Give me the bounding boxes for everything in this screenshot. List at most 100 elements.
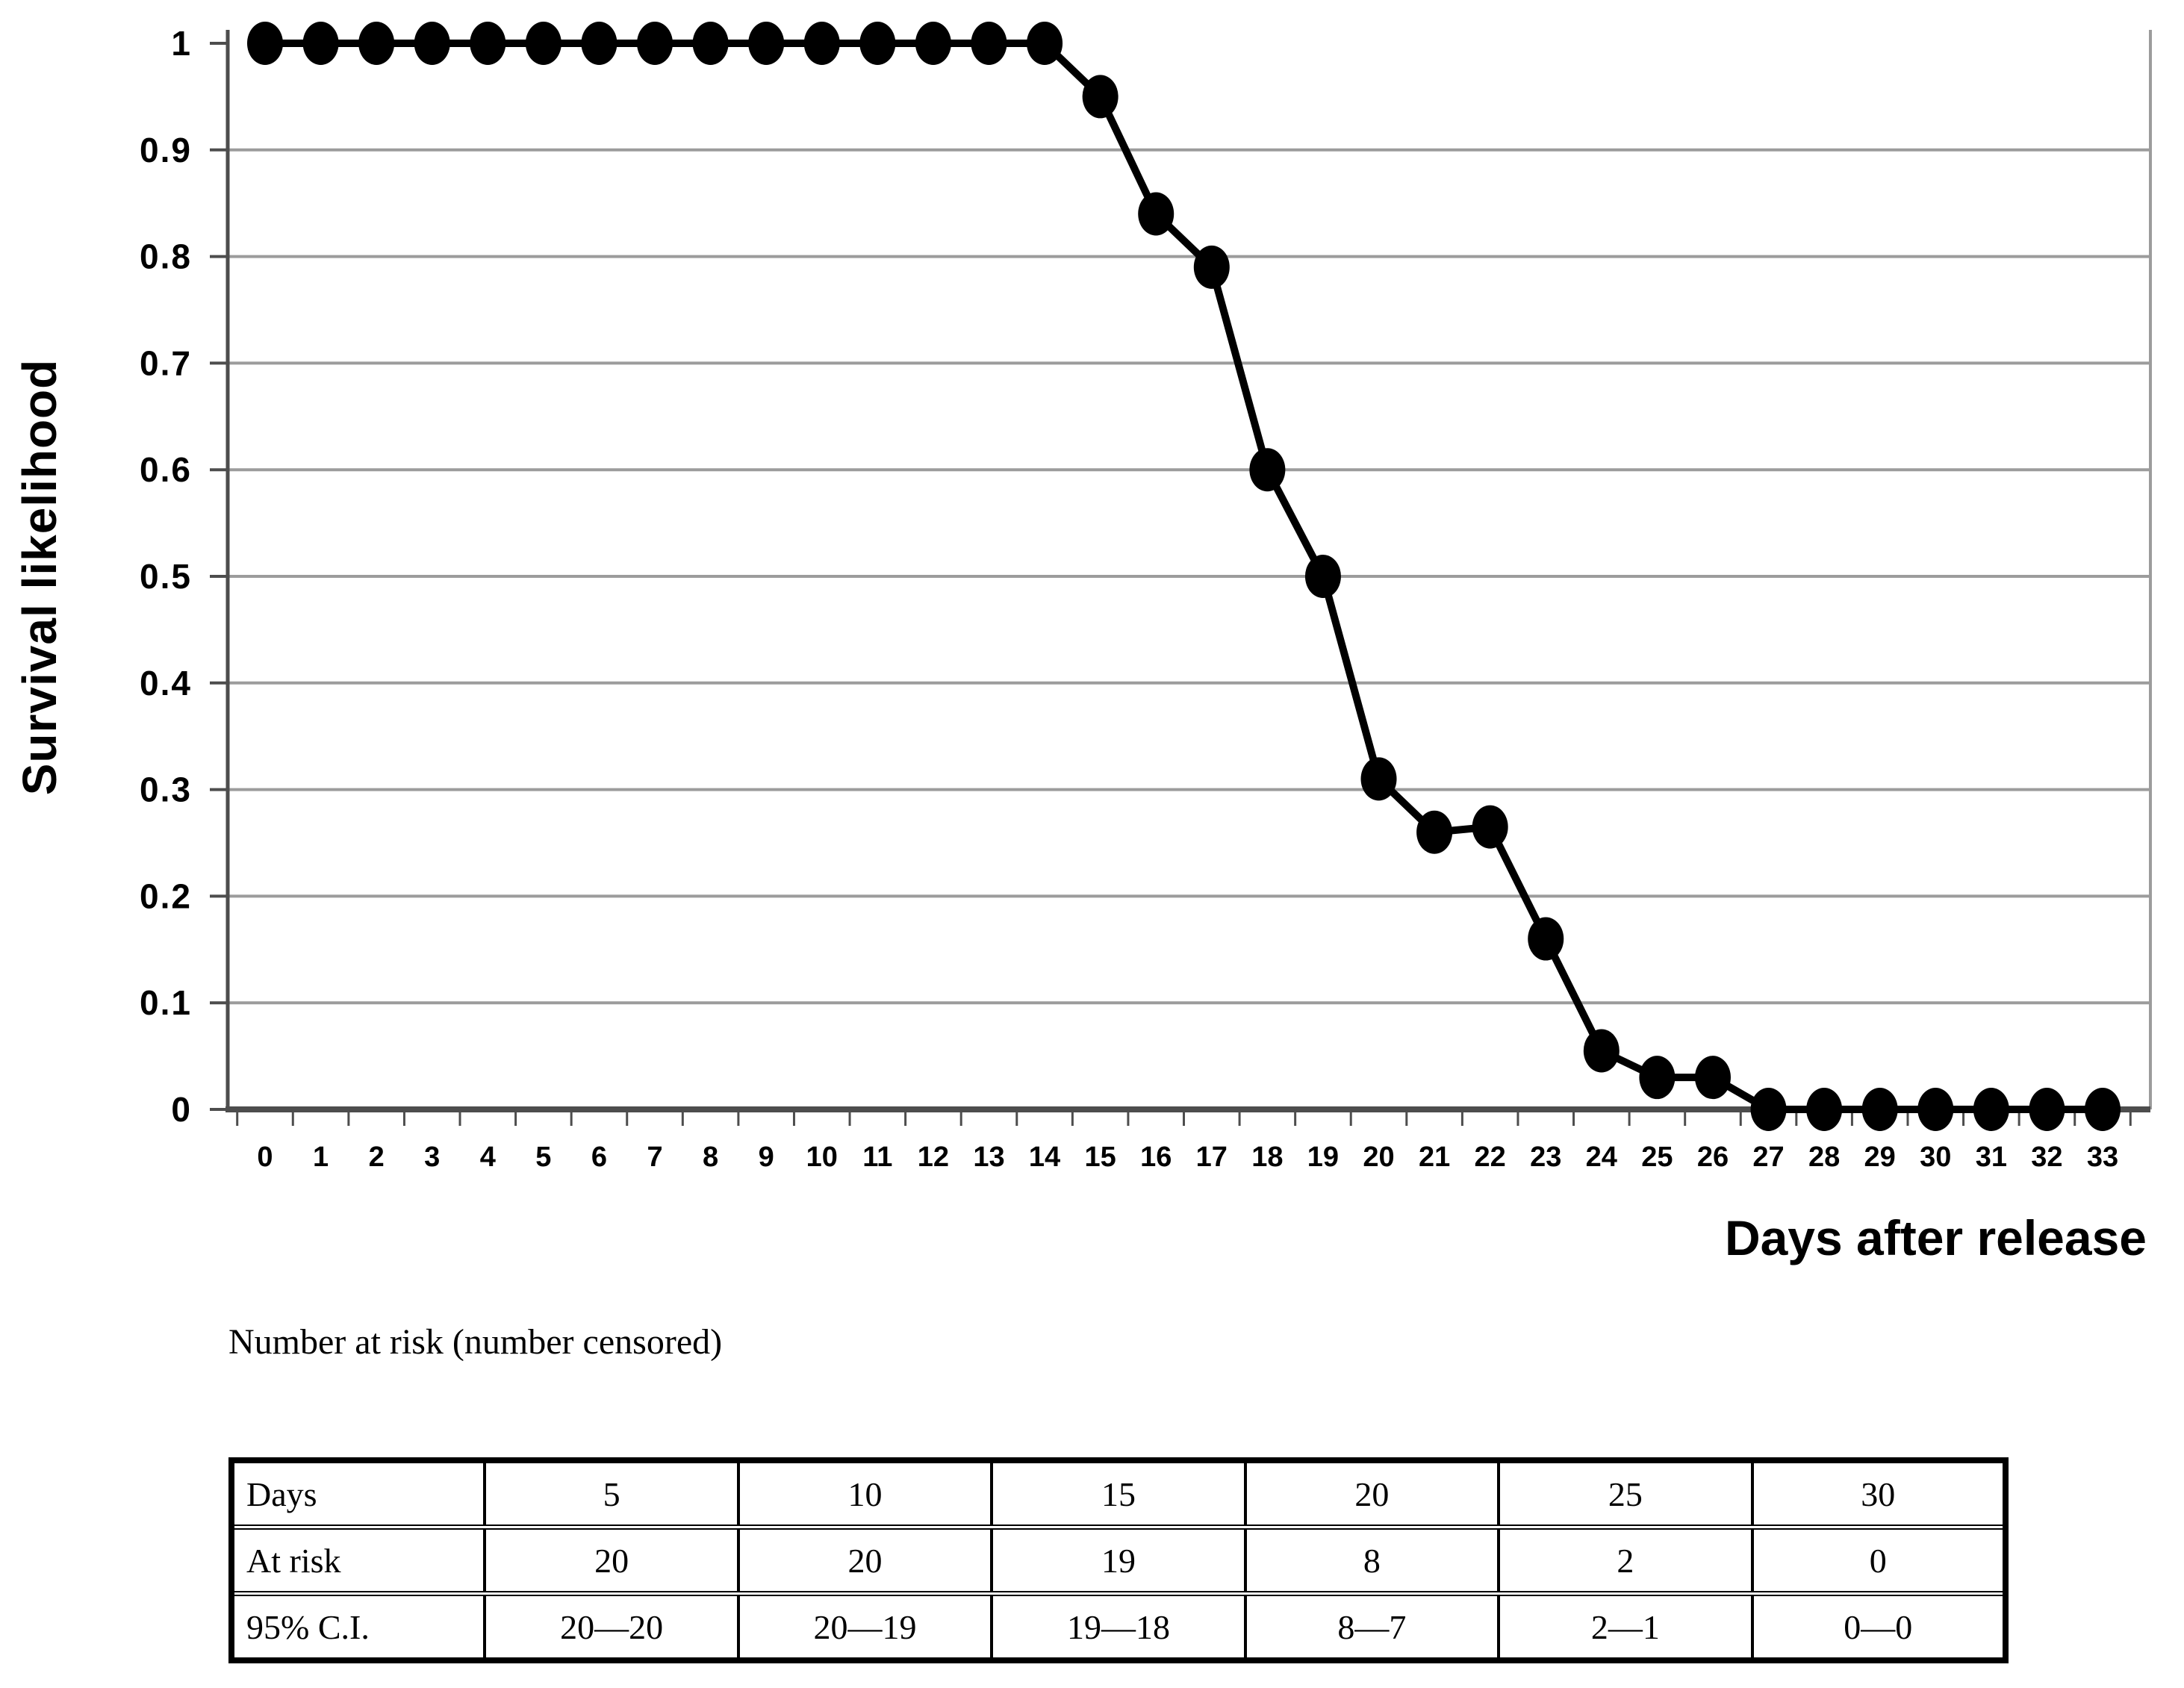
data-point-marker xyxy=(637,22,673,65)
survival-curve-chart: 0 1 2 3 4 5 6 7 8 9 10 11 12 13 14 15 16 17 18 19 20 21 22 23 24… xyxy=(140,22,2152,1173)
x-tick-label: 3 xyxy=(424,1142,440,1173)
data-point-marker xyxy=(1416,810,1453,854)
x-tick-label: 0 xyxy=(257,1142,273,1173)
y-tick-label: 0.5 xyxy=(140,557,192,596)
x-tick-label: 6 xyxy=(591,1142,607,1173)
table-cell: 19—18 xyxy=(990,1591,1247,1663)
data-point-marker xyxy=(1639,1056,1676,1100)
table-cell: 10 xyxy=(736,1457,994,1530)
x-tick-label: 21 xyxy=(1419,1142,1450,1173)
survival-series-line xyxy=(265,40,2103,1113)
data-point-marker xyxy=(803,22,840,65)
data-point-marker xyxy=(859,22,896,65)
y-tick-label: 0.2 xyxy=(140,876,192,915)
x-tick-label: 22 xyxy=(1475,1142,1506,1173)
x-tick-label: 28 xyxy=(1808,1142,1840,1173)
row-label-cell: At risk xyxy=(229,1525,487,1596)
risk-table: Days 5 10 15 20 25 30 At risk 20 20 19 8 2 0 95% C.I. 2… xyxy=(228,1457,2009,1663)
data-point-marker xyxy=(1304,555,1341,598)
x-tick-label: 30 xyxy=(1920,1142,1951,1173)
table-cell: 2—1 xyxy=(1497,1591,1754,1663)
table-cell: 8 xyxy=(1243,1525,1501,1596)
data-point-marker xyxy=(915,22,951,65)
data-point-marker xyxy=(581,22,617,65)
table-cell: 19 xyxy=(990,1525,1247,1596)
data-point-marker xyxy=(1806,1088,1843,1131)
x-tick-label: 31 xyxy=(1976,1142,2007,1173)
x-tick-label: 4 xyxy=(480,1142,496,1173)
data-point-marker xyxy=(302,22,339,65)
x-tick-label: 18 xyxy=(1251,1142,1283,1173)
table-cell: 20—19 xyxy=(736,1591,994,1663)
x-tick-label: 7 xyxy=(647,1142,662,1173)
y-tick-label: 0.7 xyxy=(140,343,192,382)
data-point-marker xyxy=(1917,1088,1954,1131)
x-tick-label: 14 xyxy=(1029,1142,1060,1173)
data-point-marker xyxy=(1193,245,1230,289)
x-tick-label: 9 xyxy=(759,1142,774,1173)
x-tick-label: 25 xyxy=(1641,1142,1673,1173)
x-tick-label: 2 xyxy=(369,1142,385,1173)
x-axis-title: Days after release xyxy=(1724,1210,2147,1265)
data-point-marker xyxy=(1138,192,1175,236)
y-tick-label: 1 xyxy=(171,24,192,63)
x-tick-label: 23 xyxy=(1530,1142,1561,1173)
data-point-marker xyxy=(2085,1088,2121,1131)
y-tick-label: 0.8 xyxy=(140,237,192,276)
data-point-marker xyxy=(1973,1088,2009,1131)
table-row: Days 5 10 15 20 25 30 xyxy=(229,1457,2008,1530)
data-point-marker xyxy=(1528,917,1564,961)
data-point-marker xyxy=(748,22,785,65)
data-point-marker xyxy=(1249,448,1286,492)
data-point-marker xyxy=(971,22,1007,65)
table-cell: 20 xyxy=(736,1525,994,1596)
data-point-marker xyxy=(525,22,561,65)
x-tick-label: 15 xyxy=(1084,1142,1116,1173)
table-cell: 15 xyxy=(990,1457,1247,1530)
x-tick-label: 17 xyxy=(1196,1142,1228,1173)
data-point-marker xyxy=(1360,757,1397,801)
table-cell: 8—7 xyxy=(1243,1591,1501,1663)
x-tick-label: 24 xyxy=(1586,1142,1617,1173)
table-cell: 20 xyxy=(483,1525,740,1596)
data-point-marker xyxy=(470,22,506,65)
row-label-cell: Days xyxy=(229,1457,487,1530)
x-tick-label: 11 xyxy=(862,1142,892,1173)
data-point-marker xyxy=(2029,1088,2065,1131)
y-tick-label: 0.3 xyxy=(140,770,192,809)
table-cell: 2 xyxy=(1497,1525,1754,1596)
x-tick-label: 1 xyxy=(313,1142,329,1173)
y-tick-label: 0.4 xyxy=(140,664,192,703)
row-label-cell: 95% C.I. xyxy=(229,1591,487,1663)
data-point-marker xyxy=(414,22,450,65)
data-point-marker xyxy=(1694,1056,1731,1100)
data-point-marker xyxy=(247,22,283,65)
y-tick-label: 0.6 xyxy=(140,450,192,489)
table-cell: 20 xyxy=(1243,1457,1501,1530)
x-tick-label: 16 xyxy=(1140,1142,1172,1173)
x-tick-label: 26 xyxy=(1697,1142,1729,1173)
x-tick-label: 13 xyxy=(973,1142,1004,1173)
x-tick-label: 12 xyxy=(918,1142,949,1173)
table-cell: 0—0 xyxy=(1750,1591,2008,1663)
data-point-marker xyxy=(1472,805,1508,849)
table-cell: 20—20 xyxy=(483,1591,740,1663)
data-point-marker xyxy=(1082,75,1119,119)
y-axis-title: Survival likelihood xyxy=(13,358,66,796)
data-point-marker xyxy=(358,22,395,65)
x-tick-label: 8 xyxy=(703,1142,718,1173)
table-cell: 25 xyxy=(1497,1457,1754,1530)
table-cell: 0 xyxy=(1750,1525,2008,1596)
x-tick-label: 27 xyxy=(1752,1142,1784,1173)
x-tick-label: 29 xyxy=(1864,1142,1896,1173)
x-tick-label: 32 xyxy=(2031,1142,2062,1173)
risk-table-caption: Number at risk (number censored) xyxy=(228,1322,723,1362)
data-point-marker xyxy=(692,22,729,65)
table-row: 95% C.I. 20—20 20—19 19—18 8—7 2—1 0—0 xyxy=(229,1591,2008,1663)
data-point-marker xyxy=(1861,1088,1898,1131)
y-tick-label: 0 xyxy=(171,1090,192,1129)
table-cell: 30 xyxy=(1750,1457,2008,1530)
x-tick-label: 10 xyxy=(806,1142,838,1173)
x-tick-label: 19 xyxy=(1307,1142,1339,1173)
y-tick-label: 0.9 xyxy=(140,131,192,169)
